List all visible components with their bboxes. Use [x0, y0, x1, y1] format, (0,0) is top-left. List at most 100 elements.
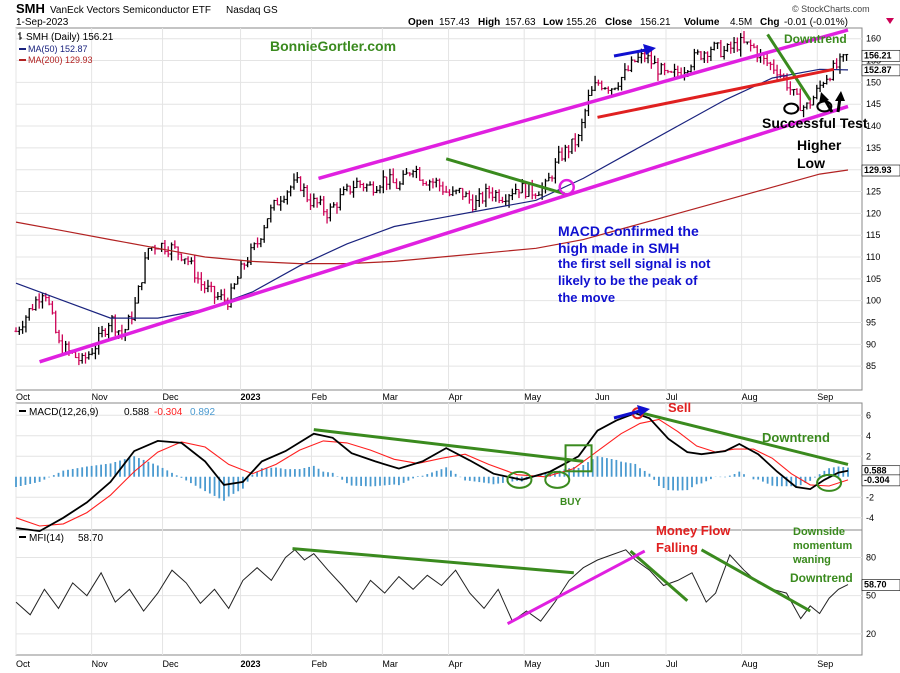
y-tick-label: 80 [866, 552, 876, 562]
histogram-bar [199, 476, 202, 489]
histogram-bar [279, 468, 282, 477]
histogram-bar [828, 468, 830, 477]
histogram-bar [686, 476, 689, 491]
signal-line [15, 418, 849, 527]
histogram-bar [416, 476, 419, 477]
y-tick-label: 4 [866, 431, 871, 441]
histogram-bar [190, 476, 192, 484]
histogram-bar [194, 476, 197, 486]
annotation-buy: BUY [560, 497, 581, 508]
y-tick-label: -4 [866, 513, 874, 523]
brand-label: © StockCharts.com [792, 4, 870, 14]
histogram-bar [814, 476, 816, 478]
histogram-bar [95, 465, 98, 477]
histogram-bar [284, 469, 287, 477]
histogram-bar [15, 476, 17, 487]
histogram-bar [464, 476, 466, 481]
x-tick-label: May [524, 659, 542, 669]
header-name: VanEck Vectors Semiconductor ETF [50, 5, 211, 16]
histogram-bar [175, 475, 178, 477]
trendline [597, 67, 835, 119]
y-tick-label: 50 [866, 591, 876, 601]
value-tag-box [861, 49, 900, 62]
ma50-line [15, 68, 849, 319]
histogram-bar [227, 476, 230, 497]
x-tick-label: Nov [92, 392, 109, 402]
histogram-bar [246, 476, 249, 482]
histogram-bar [558, 470, 561, 477]
histogram-bar [62, 470, 65, 477]
axis-labels: 8590951001051101151201251301351401451501… [16, 34, 900, 669]
annotation-price-downtrend: Downtrend [784, 32, 847, 46]
low-label: Low [543, 17, 563, 28]
x-tick-label: Nov [92, 659, 109, 669]
square-marker [564, 444, 593, 473]
value-tag: 156.21 [864, 50, 892, 60]
histogram-bar [24, 476, 27, 485]
annotation-macd-confirm-3: the first sell signal is not [558, 256, 711, 271]
histogram-bar [355, 476, 358, 486]
histogram-bar [606, 458, 608, 477]
histogram-bar [275, 467, 277, 477]
y-tick-label: 20 [866, 629, 876, 639]
histogram-bar [204, 476, 206, 492]
ellipse-marker [506, 470, 533, 489]
x-tick-label: Feb [311, 392, 327, 402]
histogram-bar [142, 459, 145, 477]
histogram-bar [374, 476, 377, 487]
histogram-bar [639, 468, 641, 477]
histogram-bar [171, 472, 173, 477]
price-layer [14, 28, 849, 366]
annotation-money-flow: Money Flow [656, 523, 731, 538]
x-tick-label: Mar [382, 392, 398, 402]
y-tick-label: 110 [866, 252, 880, 262]
histogram-bar [298, 469, 301, 477]
mfi-panel [15, 529, 863, 656]
annotation-watermark: BonnieGortler.com [270, 38, 396, 54]
histogram-bar [38, 476, 41, 482]
macd-line [15, 412, 849, 533]
histogram-bar [511, 476, 514, 482]
histogram-bar [67, 469, 69, 477]
histogram-bar [431, 472, 433, 477]
histogram-bar [620, 461, 622, 477]
price-panel [15, 27, 863, 391]
histogram-bar [317, 468, 320, 477]
histogram-bar [232, 476, 235, 494]
y-tick-label: 95 [866, 318, 876, 328]
histogram-bar [667, 476, 670, 491]
histogram-bar [662, 476, 665, 489]
high-value: 157.63 [505, 17, 536, 28]
annotation-momentum: momentum [793, 540, 853, 552]
histogram-bar [568, 468, 570, 477]
histogram-bar [86, 466, 88, 477]
histogram-bar [681, 476, 684, 491]
histogram-bar [497, 476, 500, 484]
mfi-legend: MFI(14) 58.70 [19, 533, 103, 544]
histogram-bar [724, 476, 726, 478]
histogram-bar [185, 476, 188, 481]
histogram-bar [303, 468, 306, 477]
histogram-bar [388, 476, 391, 485]
histogram-bar [114, 461, 117, 477]
histogram-bar [128, 457, 131, 477]
histogram-bar [407, 476, 410, 481]
histogram-bar [156, 465, 159, 477]
x-tick-label: Oct [16, 392, 31, 402]
trendline [445, 157, 565, 196]
histogram-bar [795, 476, 797, 488]
histogram-bar [752, 476, 755, 480]
legend-ma200: MA(200) 129.93 [28, 55, 93, 65]
header-symbol: SMH [16, 1, 45, 16]
y-tick-label: 160 [866, 34, 881, 44]
legend-macd-value: 0.588 [124, 407, 149, 418]
value-tag-box [861, 579, 900, 591]
histogram-bar [331, 472, 334, 477]
histogram-bar [799, 476, 802, 486]
histogram-bar [346, 476, 348, 484]
arrow-icon [613, 48, 647, 58]
histogram-bar [123, 459, 126, 477]
histogram-bar [90, 465, 93, 477]
arrow-head-icon [835, 91, 845, 101]
histogram-bar [393, 476, 396, 485]
